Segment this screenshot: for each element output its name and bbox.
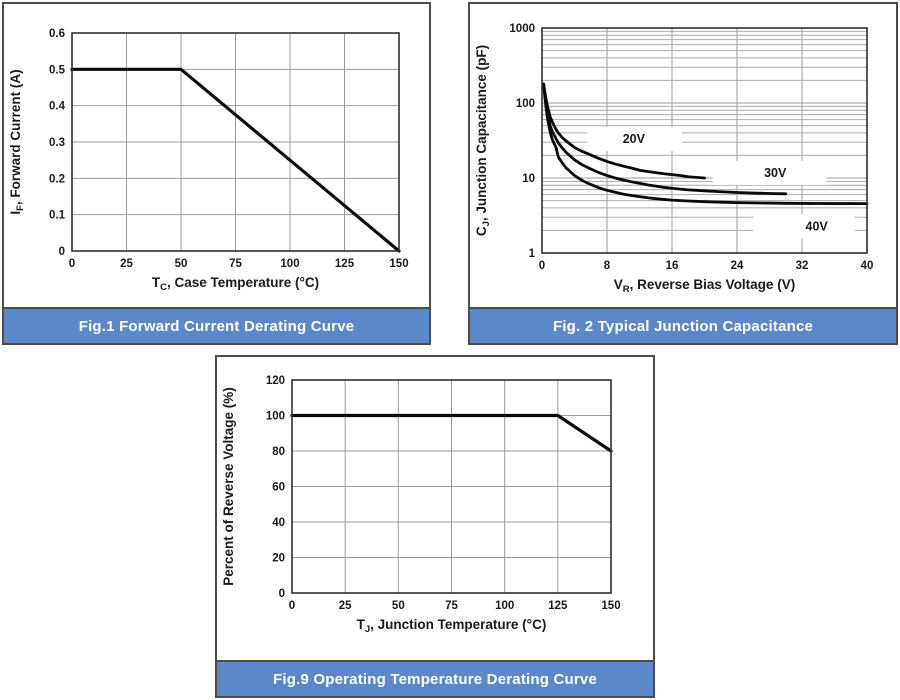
x-tick-label: 50	[392, 600, 405, 612]
x-tick-label: 125	[548, 600, 568, 612]
fig2-x-axis-title: VR, Reverse Bias Voltage (V)	[614, 277, 795, 295]
fig9-temperature-derating-chart: 0 25 50 75 100 125 150 0 20 40 60 80 100 120 TJ, Junct…	[221, 375, 621, 635]
fig2-curve-labels: 20V 30V 40V	[587, 127, 855, 239]
y-tick-label: 20	[272, 553, 285, 565]
fig9-chart-area: 0 25 50 75 100 125 150 0 20 40 60 80 100 120 TJ, Junct…	[217, 357, 653, 660]
fig2-y-axis-title: CJ, Junction Capacitance (pF)	[474, 45, 492, 236]
series-forward-current-derating	[70, 67, 401, 253]
y-tick-label: 0.3	[49, 137, 65, 149]
fig9-x-axis-title: TJ, Junction Temperature (°C)	[357, 617, 547, 635]
x-tick-label: 0	[69, 258, 75, 270]
x-tick-label: 24	[731, 260, 744, 272]
y-tick-label: 40	[272, 517, 285, 529]
fig9-caption: Fig.9 Operating Temperature Derating Cur…	[217, 660, 653, 696]
x-tick-label: 75	[445, 600, 458, 612]
fig2-junction-capacitance-chart: 20V 30V 40V 0 8 16 24 32 40 1 10 100 1000 VR, Reverse…	[474, 23, 873, 295]
label-background	[712, 160, 827, 185]
x-tick-label: 32	[796, 260, 809, 272]
x-tick-label: 125	[335, 258, 355, 270]
label-background	[587, 127, 682, 152]
y-tick-label: 100	[266, 411, 285, 423]
x-tick-label: 16	[666, 260, 679, 272]
x-tick-label: 50	[175, 258, 188, 270]
x-tick-label: 150	[389, 258, 408, 270]
fig1-tick-labels: 0 25 50 75 100 125 150 0 0.1 0.2 0.3 0.4 0.5 0.6	[49, 28, 409, 270]
fig1-y-axis-title: IF, Forward Current (A)	[8, 69, 26, 214]
fig1-panel: 0 25 50 75 100 125 150 0 0.1 0.2 0.3 0.4 0.5 0.6 TC, C…	[2, 2, 431, 345]
x-tick-label: 100	[280, 258, 299, 270]
fig9-gridlines	[292, 380, 611, 593]
fig9-panel: 0 25 50 75 100 125 150 0 20 40 60 80 100 120 TJ, Junct…	[215, 355, 655, 698]
fig2-plot-border	[541, 27, 868, 254]
x-tick-label: 150	[601, 600, 620, 612]
fig9-y-axis-title: Percent of Reverse Voltage (%)	[221, 387, 236, 586]
x-tick-label: 0	[539, 260, 545, 272]
curve-label-40V: 40V	[806, 220, 829, 234]
y-tick-label: 0.6	[49, 28, 65, 40]
x-tick-label: 100	[495, 600, 514, 612]
fig1-x-axis-title: TC, Case Temperature (°C)	[152, 275, 319, 293]
x-tick-label: 25	[120, 258, 133, 270]
x-tick-label: 40	[861, 260, 874, 272]
curve-label-30V: 30V	[764, 166, 787, 180]
y-tick-label: 120	[266, 375, 285, 387]
y-tick-label: 0	[59, 246, 65, 258]
y-tick-label: 1	[529, 248, 536, 260]
fig9-series	[290, 413, 613, 453]
fig2-caption: Fig. 2 Typical Junction Capacitance	[470, 307, 896, 343]
fig2-panel: 20V 30V 40V 0 8 16 24 32 40 1 10 100 1000 VR, Reverse…	[468, 2, 898, 345]
y-tick-label: 0.2	[49, 173, 65, 185]
label-background	[753, 214, 855, 239]
fig1-forward-current-derating-chart: 0 25 50 75 100 125 150 0 0.1 0.2 0.3 0.4 0.5 0.6 TC, C…	[8, 28, 409, 293]
y-tick-label: 0.4	[49, 101, 66, 113]
curve-label-20V: 20V	[623, 132, 646, 146]
fig1-series	[70, 67, 401, 253]
fig2-series	[542, 82, 869, 206]
fig1-plot-border	[71, 32, 400, 252]
y-tick-label: 0.5	[49, 64, 66, 76]
y-tick-label: 0.1	[49, 210, 66, 222]
y-tick-label: 1000	[509, 23, 535, 35]
y-tick-label: 0	[279, 588, 285, 600]
x-tick-label: 8	[604, 260, 611, 272]
y-tick-label: 10	[522, 173, 535, 185]
fig2-tick-labels: 0 8 16 24 32 40 1 10 100 1000	[509, 23, 873, 272]
fig9-plot-border	[291, 379, 612, 594]
series-20V	[542, 82, 706, 180]
fig2-chart-area: 20V 30V 40V 0 8 16 24 32 40 1 10 100 1000 VR, Reverse…	[470, 4, 896, 307]
fig1-gridlines	[72, 33, 399, 251]
fig9-tick-labels: 0 25 50 75 100 125 150 0 20 40 60 80 100 120	[266, 375, 621, 612]
series-reverse-voltage-derating	[290, 413, 613, 453]
x-tick-label: 0	[289, 600, 295, 612]
fig1-caption: Fig.1 Forward Current Derating Curve	[4, 307, 429, 343]
series-40V	[542, 83, 869, 206]
y-tick-label: 100	[516, 98, 535, 110]
x-tick-label: 25	[339, 600, 352, 612]
x-tick-label: 75	[229, 258, 242, 270]
fig1-chart-area: 0 25 50 75 100 125 150 0 0.1 0.2 0.3 0.4 0.5 0.6 TC, C…	[4, 4, 429, 307]
y-tick-label: 60	[272, 482, 285, 494]
series-30V	[542, 82, 788, 196]
y-tick-label: 80	[272, 446, 285, 458]
